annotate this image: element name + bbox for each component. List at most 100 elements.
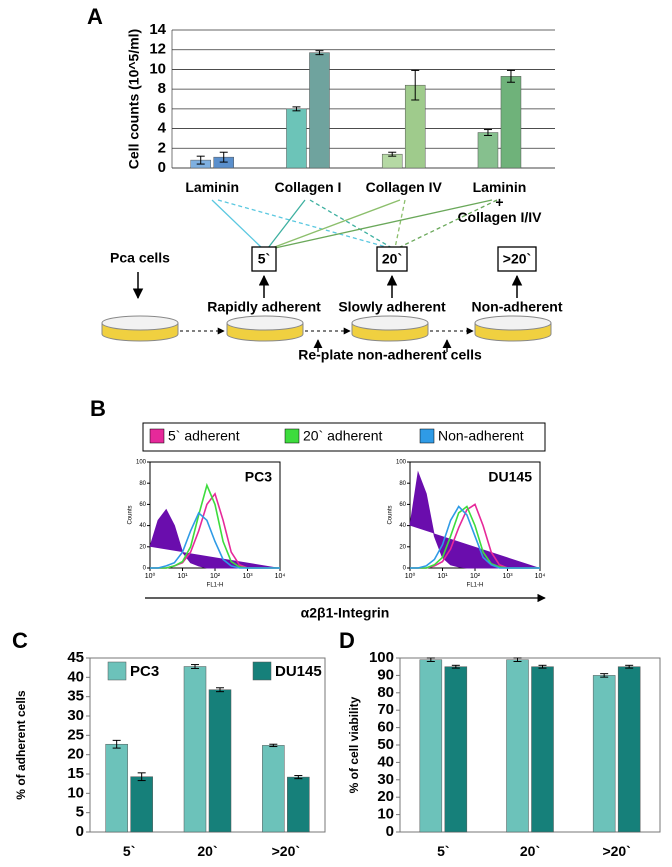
y-tick-label: 20 bbox=[139, 544, 146, 550]
y-axis-label: % of cell viability bbox=[347, 696, 361, 793]
y-tick-label: 4 bbox=[158, 120, 167, 137]
bar bbox=[262, 745, 285, 833]
y-tick-label: 70 bbox=[377, 701, 394, 718]
y-tick-label: 40 bbox=[139, 523, 146, 529]
y-tick-label: 0 bbox=[76, 823, 84, 840]
time-box bbox=[251, 246, 277, 272]
y-tick-label: 90 bbox=[377, 666, 394, 683]
x-tick-label: Laminin + Collagen I/IV bbox=[457, 180, 542, 225]
y-tick-label: 8 bbox=[158, 80, 166, 97]
y-tick-label: 80 bbox=[377, 684, 394, 701]
x-tick-label: 10⁰ bbox=[145, 572, 156, 580]
time-box bbox=[376, 246, 408, 272]
x-tick-label: 20` bbox=[197, 844, 218, 859]
legend-swatch bbox=[149, 428, 165, 444]
bar bbox=[477, 132, 499, 169]
y-tick-label: 0 bbox=[143, 566, 147, 572]
dish-top bbox=[226, 315, 304, 331]
y-tick-label: 20 bbox=[67, 746, 84, 763]
x-axis-label: FL1-H bbox=[207, 583, 224, 589]
y-tick-label: 45 bbox=[67, 649, 84, 666]
dish-top bbox=[474, 315, 552, 331]
y-axis-label: Cell counts (10^5/ml) bbox=[126, 29, 142, 169]
panel-letter: A bbox=[87, 4, 103, 29]
time-label: 5` bbox=[258, 251, 270, 267]
legend-swatch bbox=[284, 428, 300, 444]
y-tick-label: 12 bbox=[149, 41, 166, 58]
x-tick-label-box: 5` bbox=[122, 844, 136, 859]
y-tick-label: 80 bbox=[139, 481, 146, 487]
y-tick-label: 35 bbox=[67, 688, 84, 705]
histogram-line bbox=[150, 511, 280, 569]
x-tick-label: Collagen I bbox=[274, 180, 342, 195]
bar bbox=[617, 666, 641, 833]
stage-label: Slowly adherent bbox=[338, 299, 446, 315]
legend-frame bbox=[142, 422, 546, 452]
y-axis-label: Counts bbox=[388, 505, 394, 524]
y-tick-label: 100 bbox=[136, 460, 147, 466]
x-tick-label: 10³ bbox=[502, 573, 513, 580]
y-tick-label: 60 bbox=[377, 719, 394, 736]
x-tick-label-box: 20` bbox=[197, 844, 218, 859]
y-tick-label: 60 bbox=[139, 502, 146, 508]
link-line bbox=[267, 199, 306, 249]
x-axis-label: α2β1-Integrin bbox=[301, 605, 390, 621]
plot-title: PC3 bbox=[245, 469, 272, 485]
legend-label: 5` adherent bbox=[168, 428, 240, 444]
y-axis-label: % of adherent cells bbox=[14, 690, 28, 800]
y-axis-label: Counts bbox=[128, 505, 134, 524]
x-tick-label-box: Laminin bbox=[185, 180, 240, 195]
x-tick-label: 20` bbox=[519, 844, 541, 859]
y-tick-label: 10 bbox=[149, 60, 166, 77]
panel-letter: B bbox=[90, 396, 106, 421]
legend-swatch bbox=[419, 428, 435, 444]
y-tick-label: 50 bbox=[377, 736, 394, 753]
y-tick-label: 20 bbox=[399, 544, 406, 550]
x-tick-label: 5` bbox=[437, 844, 450, 859]
time-box bbox=[497, 246, 537, 272]
stage-label: Rapidly adherent bbox=[207, 299, 321, 315]
y-tick-label: 2 bbox=[158, 139, 166, 156]
replate-label: Re-plate non-adherent cells bbox=[298, 347, 482, 363]
y-tick-label: 100 bbox=[396, 460, 407, 466]
legend-swatch bbox=[252, 661, 272, 681]
x-tick-label-box: >20` bbox=[272, 844, 300, 859]
bar bbox=[444, 666, 468, 833]
x-tick-label: 5` bbox=[122, 844, 136, 859]
bar bbox=[287, 776, 310, 833]
x-tick-label-box: Collagen I bbox=[274, 180, 342, 195]
y-tick-label: 10 bbox=[377, 806, 394, 823]
bar bbox=[130, 776, 153, 833]
y-tick-label: 15 bbox=[67, 765, 84, 782]
bar bbox=[592, 675, 616, 833]
y-tick-label: 30 bbox=[67, 707, 84, 724]
dish-top bbox=[351, 315, 429, 331]
x-tick-label-box: Laminin + Collagen I/IV bbox=[457, 180, 542, 225]
bar bbox=[309, 52, 330, 169]
x-tick-label-box: >20` bbox=[602, 844, 631, 859]
x-axis-label: FL1-H bbox=[467, 583, 484, 589]
panel-letter: D bbox=[339, 628, 355, 653]
y-tick-label: 25 bbox=[67, 726, 84, 743]
x-tick-label-box: 20` bbox=[519, 844, 541, 859]
legend-label: DU145 bbox=[275, 663, 322, 680]
x-tick-label: Laminin bbox=[185, 180, 240, 195]
x-tick-label: >20` bbox=[602, 844, 631, 859]
time-label: >20` bbox=[503, 251, 531, 267]
y-tick-label: 60 bbox=[399, 502, 406, 508]
y-tick-label: 0 bbox=[158, 159, 166, 176]
x-tick-label: 10¹ bbox=[437, 573, 448, 580]
start-label: Pca cells bbox=[110, 250, 170, 266]
stage-label: Non-adherent bbox=[472, 299, 563, 315]
link-line bbox=[274, 199, 493, 249]
histogram-line bbox=[410, 505, 540, 569]
x-tick-label: 10⁴ bbox=[275, 573, 286, 580]
y-tick-label: 20 bbox=[377, 788, 394, 805]
y-tick-label: 10 bbox=[67, 784, 84, 801]
y-tick-label: 40 bbox=[377, 753, 394, 770]
plot-frame bbox=[89, 657, 326, 833]
dish-top bbox=[101, 315, 179, 331]
link-line bbox=[397, 199, 498, 249]
x-tick-label: 10³ bbox=[242, 573, 253, 580]
